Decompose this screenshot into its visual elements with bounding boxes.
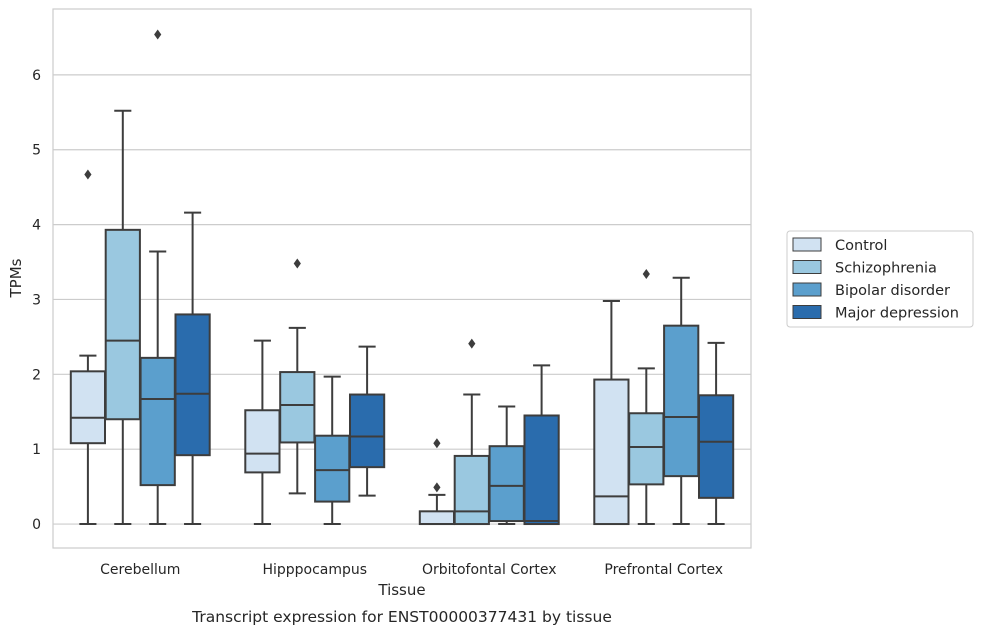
x-tick-label: Cerebellum	[100, 562, 180, 578]
box-plot-marks	[69, 29, 735, 526]
legend-label: Major depression	[835, 306, 959, 322]
box-3-1	[139, 29, 176, 526]
x-axis-label: Tissue	[377, 581, 425, 599]
outlier-point	[293, 258, 301, 269]
x-tick-label: Orbitofontal Cortex	[422, 562, 557, 578]
box-body	[244, 409, 281, 474]
box-4-4	[697, 341, 735, 526]
y-tick-label: 1	[32, 442, 41, 458]
legend-swatch	[792, 282, 822, 297]
box-body	[418, 510, 456, 526]
box-body	[104, 228, 141, 421]
y-tick-label: 4	[32, 218, 41, 234]
legend-swatch	[792, 237, 822, 252]
legend-frame	[786, 230, 974, 328]
box-3-4	[663, 276, 700, 526]
legend-label: Bipolar disorder	[835, 283, 950, 299]
x-tick-label: Hipppocampus	[262, 562, 367, 578]
box-body	[348, 393, 386, 469]
outlier-point	[84, 169, 92, 180]
box-body	[279, 371, 316, 444]
x-tick-label: Prefrontal Cortex	[604, 562, 723, 578]
y-tick-label: 3	[32, 292, 41, 308]
legend-label: Schizophrenia	[835, 261, 937, 277]
box-body	[314, 434, 351, 503]
box-2-4	[628, 269, 665, 526]
box-1-3	[418, 438, 456, 526]
box-4-1	[174, 211, 211, 526]
box-body	[453, 454, 490, 526]
box-body	[697, 394, 735, 499]
legend-label: Control	[835, 238, 887, 254]
box-body	[593, 378, 630, 526]
box-4-2	[348, 345, 386, 497]
box-body	[663, 324, 700, 478]
outlier-point	[468, 338, 476, 349]
x-axis-ticks: Cerebellum Hipppocampus Orbitofontal Corte…	[100, 562, 723, 578]
chart-caption: Transcript expression for ENST0000037743…	[191, 608, 612, 626]
box-3-2	[314, 375, 351, 526]
box-body	[174, 313, 211, 457]
box-body	[488, 445, 525, 523]
legend-swatch	[792, 260, 822, 274]
box-2-2	[279, 258, 316, 495]
box-4-3	[523, 364, 560, 526]
y-tick-label: 5	[32, 143, 41, 159]
outlier-point	[433, 438, 441, 449]
outlier-point	[154, 29, 162, 40]
box-1-2	[244, 339, 281, 526]
y-axis-label: TPMs	[7, 258, 25, 298]
y-tick-label: 2	[32, 367, 41, 383]
box-body	[139, 356, 176, 487]
y-axis-ticks: 0 1 2 3 4 5 6	[32, 68, 41, 533]
y-tick-label: 6	[32, 68, 41, 84]
plot-frame	[52, 8, 752, 549]
box-2-1	[104, 109, 141, 526]
y-tick-label: 0	[32, 517, 41, 533]
outlier-point	[642, 269, 650, 280]
legend-swatch	[792, 305, 822, 319]
box-body	[523, 414, 560, 526]
legend: Control Schizophrenia Bipolar disorder Majo…	[786, 230, 974, 328]
outlier-point	[433, 482, 441, 493]
box-body	[628, 412, 665, 486]
box-body	[69, 370, 107, 445]
box-1-4	[593, 299, 630, 526]
